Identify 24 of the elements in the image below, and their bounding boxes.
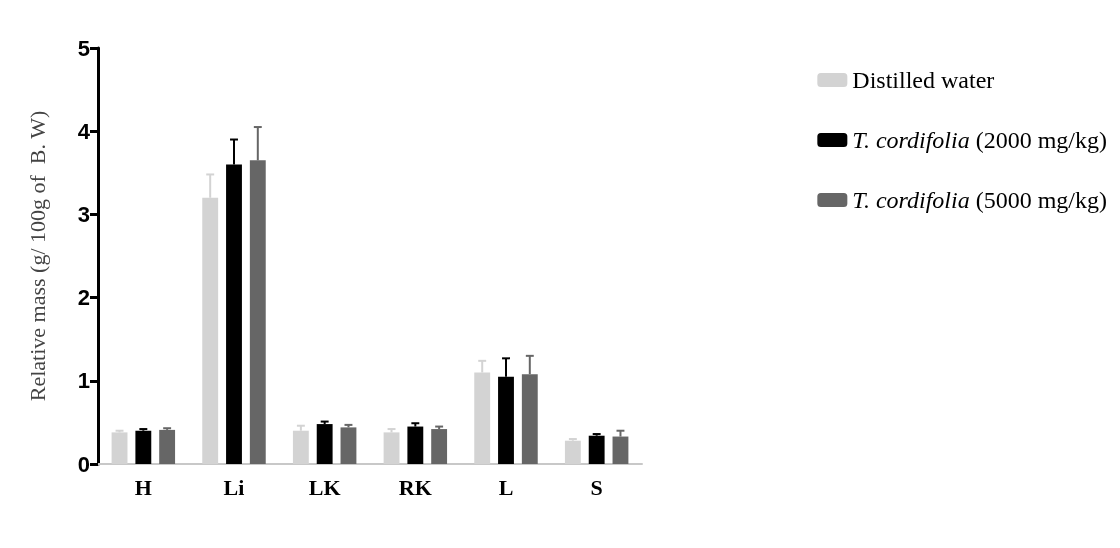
bar [431,429,448,464]
x-tick-label: Li [223,474,245,500]
y-tick-label: 0 [77,451,90,477]
bar [340,427,357,464]
y-tick-label: 4 [77,118,91,144]
x-tick-label: RK [398,474,432,500]
bar [135,430,152,464]
bar [159,429,176,464]
y-tick-label: 1 [77,368,90,394]
y-tick-label: 2 [77,285,90,311]
x-tick-label: L [498,474,514,500]
bar [588,435,605,464]
x-tick-label: S [590,474,603,500]
legend-label: T. cordifolia (2000 mg/kg) [852,127,1108,153]
bar [407,426,424,464]
bar [316,424,333,464]
y-tick-label: 3 [77,201,90,227]
x-tick-label: LK [308,474,341,500]
y-axis-title: Relative mass (g/ 100g of B. W) [24,110,50,402]
legend-label: T. cordifolia (5000 mg/kg) [852,187,1108,213]
bar [612,436,629,464]
legend-label: Distilled water [852,67,995,93]
y-tick-label: 5 [77,35,90,61]
x-tick-label: H [134,474,152,500]
